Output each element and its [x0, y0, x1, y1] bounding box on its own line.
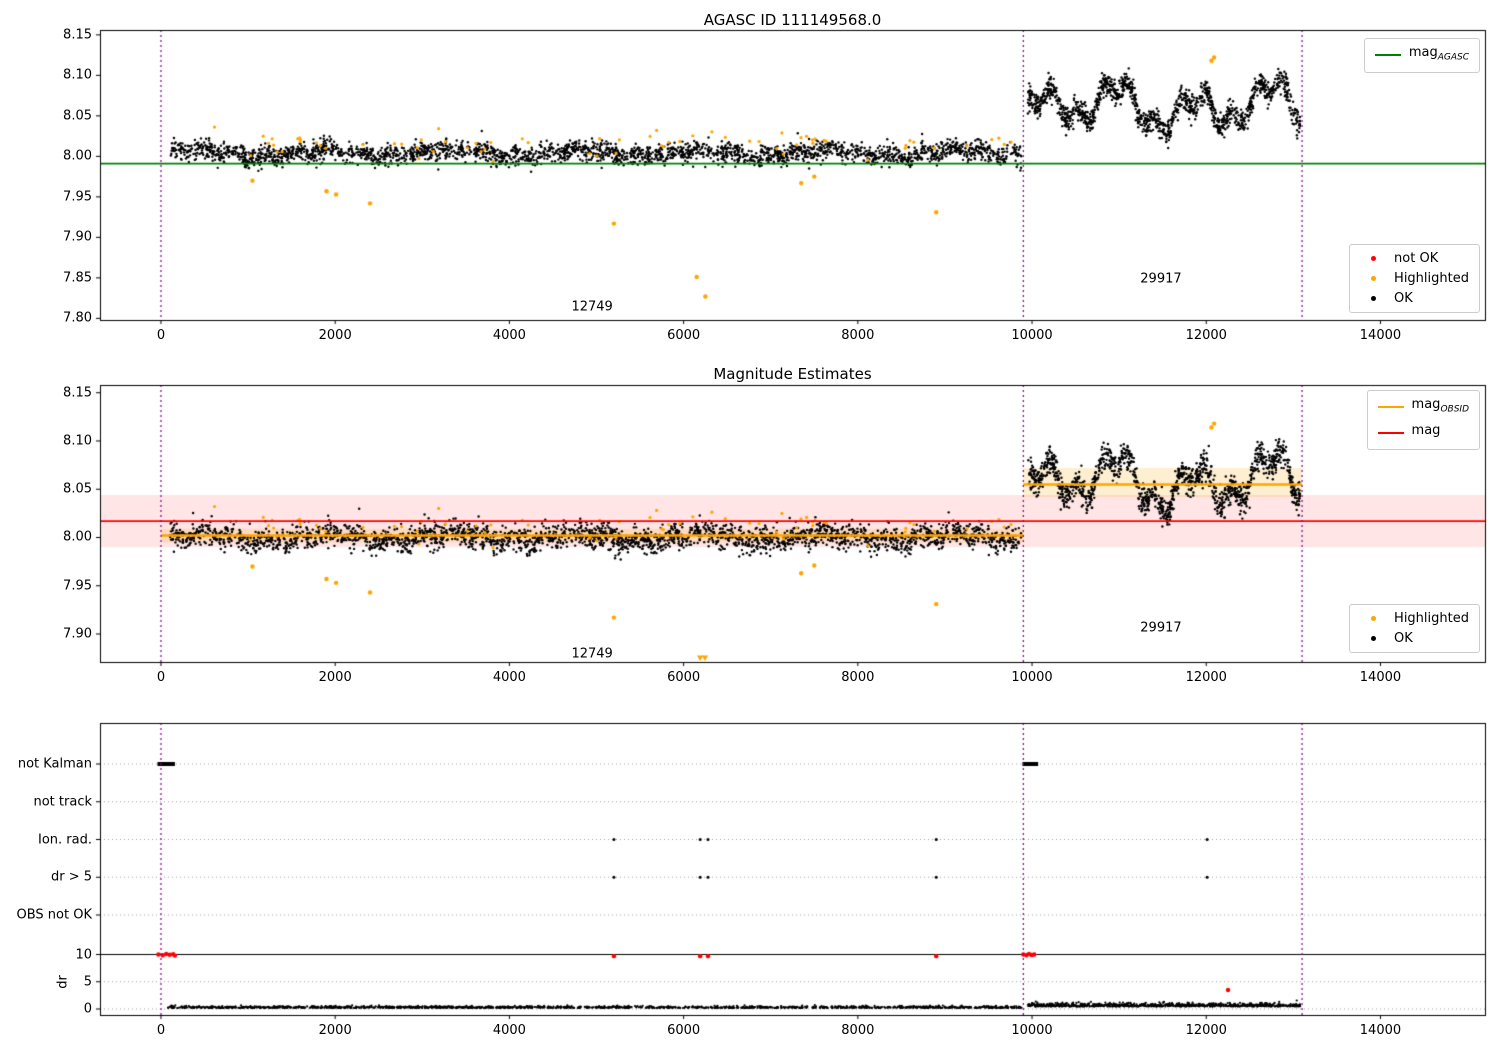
- dr-axis-label: dr: [55, 975, 71, 989]
- legend-label: magAGASC: [1408, 45, 1469, 63]
- legend-entry-ok: OK: [1360, 631, 1469, 646]
- legend-label: OK: [1394, 631, 1413, 646]
- black-dot-sample: [1360, 636, 1386, 641]
- chart1-title: AGASC ID 111149568.0: [703, 11, 882, 29]
- green-line-sample: [1374, 54, 1401, 57]
- legend-label: Highlighted: [1394, 611, 1469, 626]
- legend-label: magOBSID: [1411, 397, 1469, 415]
- chart2-title: Magnitude Estimates: [713, 365, 872, 383]
- legend-entry-ok: OK: [1360, 291, 1469, 306]
- red-line-sample: [1377, 431, 1404, 434]
- legend-label: mag: [1411, 422, 1441, 438]
- legend-entry-highlighted: Highlighted: [1360, 611, 1469, 626]
- legend-point-types-2: Highlighted OK: [1349, 604, 1480, 653]
- legend-label: Highlighted: [1394, 271, 1469, 286]
- legend-entry-mag-obsid: magOBSID: [1377, 397, 1469, 418]
- legend-entry-highlighted: Highlighted: [1360, 271, 1469, 286]
- black-dot-sample: [1360, 296, 1386, 301]
- legend-point-types: not OK Highlighted OK: [1349, 244, 1480, 313]
- red-dot-sample: [1360, 256, 1386, 261]
- legend-entry-not-ok: not OK: [1360, 251, 1469, 266]
- legend-mag-agasc: magAGASC: [1363, 38, 1480, 73]
- legend-label: not OK: [1394, 251, 1439, 266]
- legend-mag-lines: magOBSID mag: [1366, 390, 1480, 451]
- orange-dot-sample: [1360, 616, 1386, 621]
- legend-entry-mag-agasc: magAGASC: [1374, 45, 1469, 66]
- legend-label: OK: [1394, 291, 1413, 306]
- orange-line-sample: [1377, 406, 1404, 409]
- legend-entry-mag: mag: [1377, 422, 1469, 444]
- orange-dot-sample: [1360, 276, 1386, 281]
